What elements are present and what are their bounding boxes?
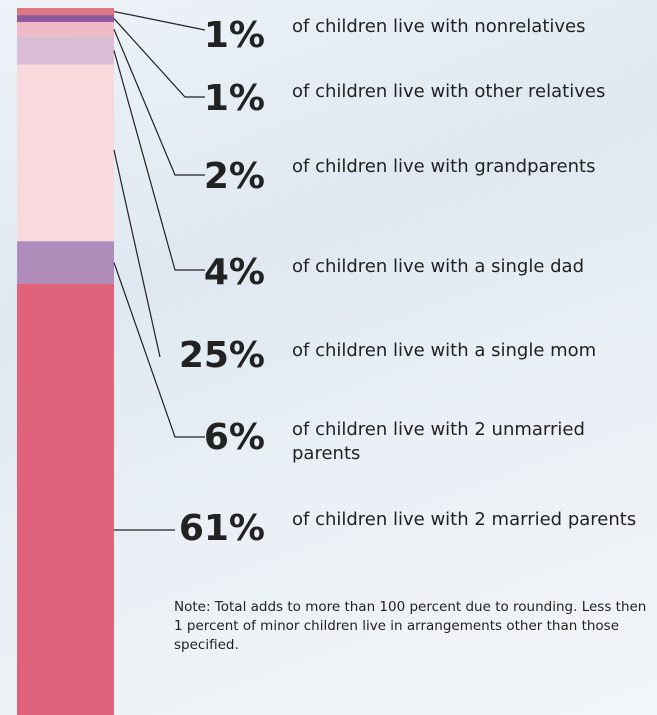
segment-label: of children live with other relatives [292, 80, 656, 104]
percent-label: 25% [179, 335, 265, 376]
segment-label: of children live with a single mom [292, 339, 656, 363]
bar-segment [17, 241, 114, 283]
percent-label: 4% [204, 252, 265, 293]
percent-label: 1% [204, 15, 265, 56]
segment-label: of children live with nonrelatives [292, 15, 656, 39]
segment-label: of children live with 2 unmarried parent… [292, 418, 656, 466]
leader-line [114, 19, 205, 97]
bar-segment [17, 36, 114, 64]
bar-segment [17, 8, 114, 15]
segment-label: of children live with 2 married parents [292, 508, 656, 532]
bar-segment [17, 15, 114, 22]
bar-segment [17, 22, 114, 36]
bar-segment [17, 65, 114, 242]
segment-label: of children live with a single dad [292, 255, 656, 279]
percent-label: 6% [204, 417, 265, 458]
infographic: 1% 1% 2% 4% 25% 6% 61% Note: Total adds to mor… [0, 0, 657, 715]
leader-line [114, 50, 205, 270]
percent-label: 1% [204, 78, 265, 119]
percent-label: 61% [179, 508, 265, 549]
leader-line [114, 12, 205, 30]
segment-label: of children live with grandparents [292, 155, 656, 179]
bar-segment [17, 284, 114, 715]
note: Note: Total adds to more than 100 percen… [174, 598, 654, 655]
percent-label: 2% [204, 156, 265, 197]
leader-line [114, 150, 160, 357]
leader-line [114, 29, 205, 175]
